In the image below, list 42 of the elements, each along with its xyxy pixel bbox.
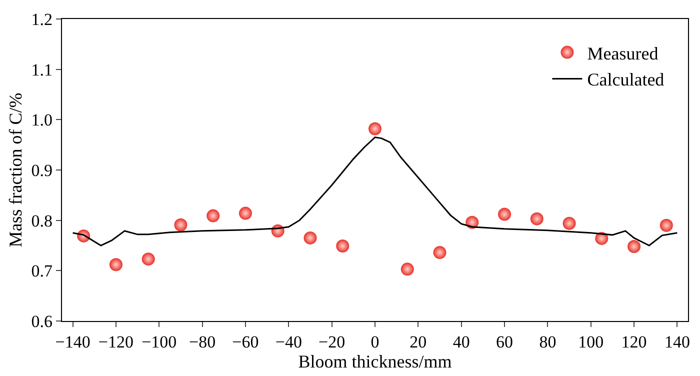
- x-tick-label: 40: [452, 332, 470, 352]
- x-tick-label: −120: [98, 332, 134, 352]
- y-tick-label: 1.2: [31, 10, 52, 29]
- y-axis-title: Mass fraction of C/%: [5, 92, 26, 248]
- point: [562, 216, 576, 230]
- x-tick-label: 80: [539, 332, 556, 352]
- point: [336, 240, 350, 252]
- line-series: [72, 136, 678, 246]
- y-tick-label: 1.1: [31, 60, 52, 80]
- y-tick-label: 1.0: [31, 110, 52, 130]
- point: [238, 206, 252, 220]
- x-tick-label: 20: [410, 332, 427, 352]
- x-tick-label: −80: [189, 332, 216, 352]
- point: [304, 231, 317, 244]
- point: [498, 208, 512, 221]
- point: [206, 209, 220, 222]
- x-tick-label: −40: [275, 332, 302, 352]
- point: [530, 212, 544, 226]
- point: [368, 122, 382, 136]
- x-tick-label: −60: [232, 332, 259, 352]
- legend-label: Measured: [587, 43, 658, 64]
- point: [174, 218, 188, 232]
- y-tick-label: 0.7: [31, 262, 53, 281]
- x-tick-label: 100: [578, 332, 604, 352]
- x-tick-label: 0: [370, 332, 380, 352]
- y-tick-label: 0.6: [31, 312, 52, 331]
- y-tick-label: 0.9: [31, 160, 52, 180]
- point: [433, 246, 446, 260]
- point: [628, 240, 641, 254]
- x-tick-label: 60: [496, 332, 514, 352]
- legend-label: Calculated: [587, 70, 664, 90]
- x-axis-title: Bloom thickness/mm: [298, 352, 452, 372]
- x-tick-label: −140: [55, 332, 90, 352]
- x-tick-label: −100: [142, 332, 177, 352]
- x-tick-label: −20: [318, 332, 346, 352]
- point: [109, 258, 122, 272]
- x-tick-label: 140: [664, 332, 690, 352]
- point: [660, 218, 673, 232]
- point: [142, 252, 155, 266]
- x-tick-label: 120: [621, 332, 647, 352]
- point: [400, 262, 414, 276]
- y-tick-label: 0.8: [31, 211, 52, 230]
